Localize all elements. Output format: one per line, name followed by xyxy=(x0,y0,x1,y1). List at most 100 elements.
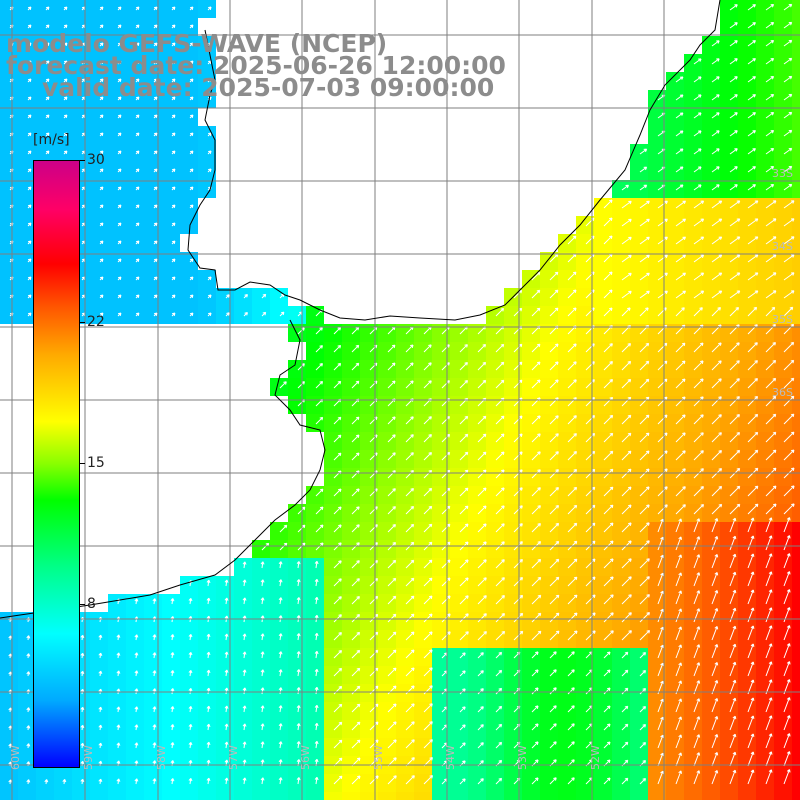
field-cell xyxy=(576,414,594,432)
field-cell xyxy=(576,630,594,648)
wind-arrow xyxy=(62,778,67,785)
wind-arrow xyxy=(675,608,683,623)
wind-arrow xyxy=(549,343,559,353)
wind-arrow xyxy=(711,58,720,65)
field-cell xyxy=(432,648,450,666)
field-cell xyxy=(720,432,738,450)
wind-arrow xyxy=(171,132,176,137)
field-cell xyxy=(648,126,666,144)
wind-arrow xyxy=(153,6,158,11)
field-cell xyxy=(774,144,792,162)
field-cell xyxy=(504,522,522,540)
field-cell xyxy=(450,450,468,468)
wind-arrow xyxy=(567,343,577,353)
field-cell xyxy=(666,720,684,738)
field-cell xyxy=(18,720,36,738)
wind-arrow xyxy=(153,96,158,101)
field-cell xyxy=(738,162,756,180)
field-cell xyxy=(360,324,378,342)
field-cell xyxy=(486,594,504,612)
field-cell xyxy=(180,666,198,684)
wind-arrow xyxy=(693,698,701,713)
field-cell xyxy=(702,720,720,738)
wind-arrow xyxy=(783,535,791,551)
wind-arrow xyxy=(260,651,265,659)
wind-arrow xyxy=(747,589,755,605)
wind-arrow xyxy=(783,218,795,227)
field-cell xyxy=(684,540,702,558)
wind-arrow xyxy=(747,413,759,425)
wind-arrow xyxy=(693,503,705,515)
field-cell xyxy=(756,738,774,756)
field-cell xyxy=(90,666,108,684)
field-cell xyxy=(486,612,504,630)
field-cell xyxy=(108,306,126,324)
field-cell xyxy=(342,684,360,702)
wind-arrow xyxy=(711,94,720,101)
wind-arrow xyxy=(567,486,578,497)
wind-arrow xyxy=(603,576,614,587)
wind-arrow xyxy=(765,553,773,569)
field-cell xyxy=(792,396,800,414)
field-cell xyxy=(612,630,630,648)
wind-arrow xyxy=(260,669,265,677)
field-cell xyxy=(666,504,684,522)
field-cell xyxy=(756,702,774,720)
field-cell xyxy=(666,72,684,90)
wind-arrow xyxy=(513,451,523,461)
field-cell xyxy=(198,288,216,306)
field-cell xyxy=(414,486,432,504)
field-cell xyxy=(522,540,540,558)
wind-arrow xyxy=(765,272,777,281)
wind-arrow xyxy=(711,503,723,515)
wind-arrow xyxy=(765,147,775,155)
field-cell xyxy=(666,378,684,396)
field-cell xyxy=(648,414,666,432)
field-cell xyxy=(576,288,594,306)
field-cell xyxy=(486,720,504,738)
wind-arrow xyxy=(188,705,193,713)
field-cell xyxy=(252,648,270,666)
field-cell xyxy=(198,576,216,594)
wind-arrow xyxy=(188,723,193,731)
wind-arrow xyxy=(531,723,539,731)
wind-arrow xyxy=(278,669,283,677)
field-cell xyxy=(792,504,800,522)
field-cell xyxy=(792,576,800,594)
field-cell xyxy=(720,594,738,612)
field-cell xyxy=(558,702,576,720)
wind-arrow xyxy=(765,359,777,371)
wind-arrow xyxy=(603,540,614,551)
wind-arrow xyxy=(729,715,737,731)
wind-arrow xyxy=(639,669,647,677)
field-cell xyxy=(0,792,18,800)
wind-arrow xyxy=(260,597,265,605)
field-cell xyxy=(486,432,504,450)
wind-arrow xyxy=(567,235,577,245)
field-cell xyxy=(594,558,612,576)
field-cell xyxy=(792,144,800,162)
field-cell xyxy=(540,324,558,342)
wind-arrow xyxy=(747,254,759,263)
field-cell xyxy=(558,360,576,378)
wind-arrow xyxy=(711,254,723,263)
wind-arrow xyxy=(747,360,758,371)
wind-arrow xyxy=(153,42,158,47)
wind-arrow xyxy=(405,739,415,749)
wind-arrow xyxy=(117,114,122,119)
wind-arrow xyxy=(531,307,541,317)
field-cell xyxy=(558,432,576,450)
field-cell xyxy=(558,558,576,576)
field-cell xyxy=(666,630,684,648)
wind-arrow xyxy=(765,165,775,173)
wind-arrow xyxy=(675,378,686,389)
wind-arrow xyxy=(675,536,683,551)
field-cell xyxy=(360,702,378,720)
wind-arrow xyxy=(693,236,705,245)
field-cell xyxy=(234,648,252,666)
wind-arrow xyxy=(765,485,777,497)
field-cell xyxy=(108,252,126,270)
field-cell xyxy=(738,396,756,414)
wind-arrow xyxy=(621,705,629,713)
wind-arrow xyxy=(405,380,414,389)
